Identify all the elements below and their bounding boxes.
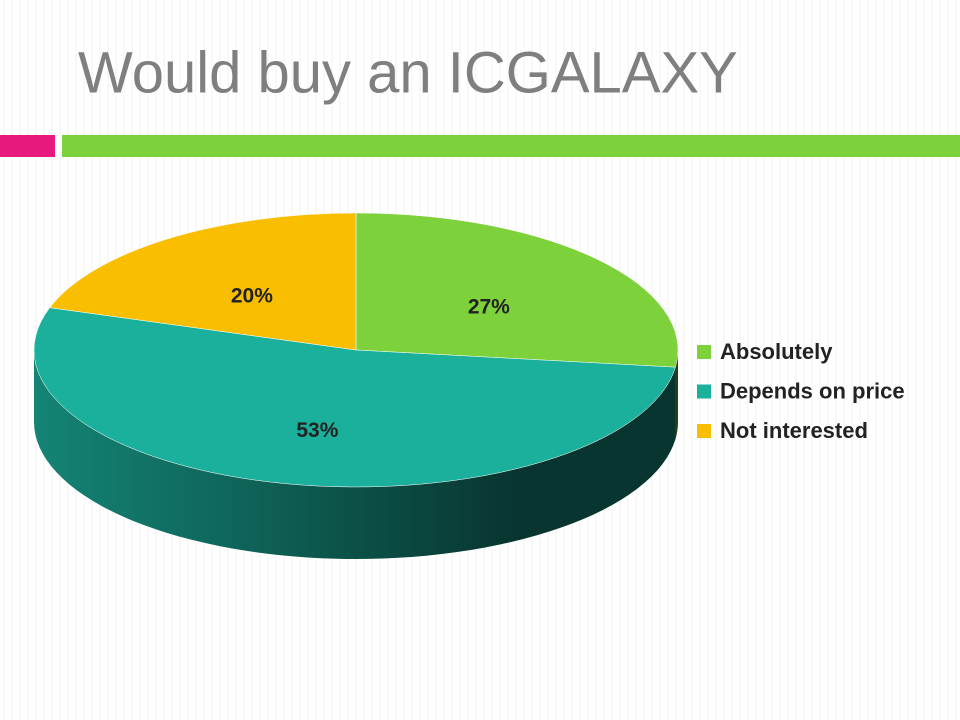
pie-slice xyxy=(33,307,676,488)
accent-bar xyxy=(0,135,55,157)
slide-title: Would buy an ICGALAXY xyxy=(78,40,738,105)
data-label: 27% xyxy=(468,296,510,319)
pie-chart: 27% 53% 20% xyxy=(33,212,679,560)
accent-bar xyxy=(62,135,960,157)
slice-side xyxy=(34,350,676,560)
data-label: 20% xyxy=(231,285,273,308)
data-label: 53% xyxy=(296,419,338,442)
legend-label: Not interested xyxy=(720,418,868,443)
legend: Absolutely Depends on price Not interested xyxy=(697,339,905,443)
legend-label: Absolutely xyxy=(720,339,833,364)
slice-side xyxy=(675,350,678,440)
legend-label: Depends on price xyxy=(720,378,905,403)
pie-slice xyxy=(355,212,679,368)
legend-swatch xyxy=(697,384,711,399)
pie-slice xyxy=(49,212,357,351)
legend-swatch xyxy=(697,345,711,359)
legend-swatch xyxy=(697,424,711,438)
